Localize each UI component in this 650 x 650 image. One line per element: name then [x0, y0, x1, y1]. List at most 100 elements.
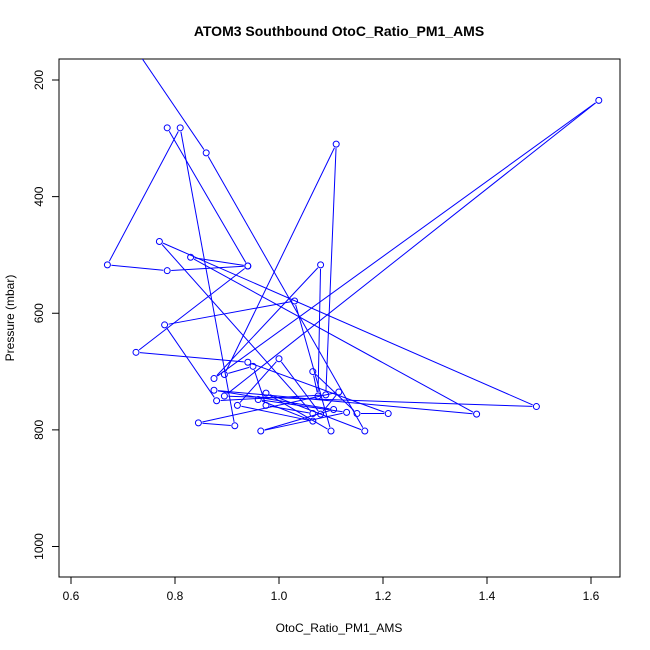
data-point	[233, 401, 241, 409]
series-segment	[217, 390, 330, 410]
data-point	[176, 124, 184, 132]
data-point	[262, 401, 270, 409]
series-segment	[194, 257, 244, 266]
series-segment	[168, 131, 247, 263]
series-segment	[227, 102, 596, 394]
data-point	[244, 358, 252, 366]
series-segment	[315, 373, 355, 412]
x-tick-label: 1.2	[375, 589, 392, 603]
series-segment	[216, 267, 319, 376]
data-point	[309, 417, 317, 425]
x-axis: 0.6 0.8 1.0 1.2 1.4 1.6	[63, 576, 600, 603]
series-segment	[241, 405, 309, 421]
data-point	[330, 405, 338, 413]
y-tick-label: 200	[32, 70, 46, 90]
series-segment	[228, 395, 533, 407]
series-segment	[180, 131, 235, 422]
series-segment	[111, 264, 164, 271]
series-segment	[161, 244, 311, 411]
data-point	[210, 375, 218, 383]
data-point	[210, 386, 218, 394]
data-point	[163, 267, 171, 275]
series-segment	[108, 131, 179, 262]
series-segment	[139, 352, 244, 363]
data-point	[473, 410, 481, 418]
data-point	[132, 348, 140, 356]
x-tick-label: 1.0	[271, 589, 288, 603]
data-point	[254, 396, 262, 404]
x-tick-label: 0.6	[63, 589, 80, 603]
data-point	[309, 410, 317, 418]
data-point	[335, 388, 343, 396]
data-point	[343, 408, 351, 416]
series-segment	[216, 102, 596, 377]
series-segment	[202, 422, 231, 426]
y-tick-label: 600	[32, 303, 46, 323]
data-point	[275, 355, 283, 363]
data-point	[155, 238, 163, 246]
x-tick-label: 0.8	[167, 589, 184, 603]
data-point	[384, 410, 392, 418]
series-segment	[138, 268, 245, 351]
data-point	[309, 368, 317, 376]
y-tick-label: 1000	[32, 533, 46, 560]
data-point	[332, 140, 340, 148]
data-point	[220, 370, 228, 378]
data-point	[314, 392, 322, 400]
data-point	[262, 389, 270, 397]
series-segment	[225, 147, 335, 372]
data-point	[220, 392, 228, 400]
series-segment	[317, 268, 322, 393]
data-point	[202, 149, 210, 157]
series-segment	[171, 265, 244, 271]
data-point	[327, 427, 335, 435]
series-segment	[162, 242, 533, 406]
series-segment	[262, 399, 343, 413]
data-point	[361, 427, 369, 435]
data-point	[103, 261, 111, 269]
data-point	[322, 391, 330, 399]
series-segment	[141, 59, 205, 150]
data-point	[187, 253, 195, 261]
y-axis-label: Pressure (mbar)	[3, 275, 17, 362]
data-point	[353, 410, 361, 418]
series-segment	[295, 304, 331, 428]
data-point	[163, 124, 171, 132]
series-segment	[168, 301, 291, 325]
series-segment	[207, 156, 364, 428]
series-segment	[264, 410, 330, 431]
data-point	[231, 422, 239, 430]
series-segment	[193, 258, 474, 413]
data-point	[194, 419, 202, 427]
series-lines	[108, 59, 596, 431]
y-tick-label: 800	[32, 420, 46, 440]
x-axis-label: OtoC_Ratio_PM1_AMS	[276, 621, 403, 635]
series-segment	[253, 369, 266, 402]
data-point	[317, 410, 325, 418]
data-point	[317, 261, 325, 269]
series-segment	[313, 375, 318, 393]
data-point	[532, 403, 540, 411]
series-segment	[261, 400, 310, 421]
series-segment	[228, 366, 250, 374]
data-point	[257, 427, 265, 435]
plot-frame	[58, 58, 621, 578]
y-axis: 200 400 600 800 1000	[32, 70, 60, 560]
series-segment	[264, 412, 343, 431]
data-point	[595, 96, 603, 104]
data-point	[161, 321, 169, 329]
data-point	[244, 262, 252, 270]
data-point	[291, 297, 299, 305]
series-segment	[166, 327, 215, 398]
series-segment	[217, 390, 473, 415]
x-tick-label: 1.6	[583, 589, 600, 603]
data-point	[213, 397, 221, 405]
data-point	[249, 362, 257, 370]
chart-title: ATOM3 Southbound OtoC_Ratio_PM1_AMS	[194, 23, 484, 39]
x-tick-label: 1.4	[479, 589, 496, 603]
y-tick-label: 400	[32, 186, 46, 206]
series-points	[103, 96, 603, 435]
series-segment	[325, 148, 337, 391]
series-segment	[281, 361, 319, 412]
